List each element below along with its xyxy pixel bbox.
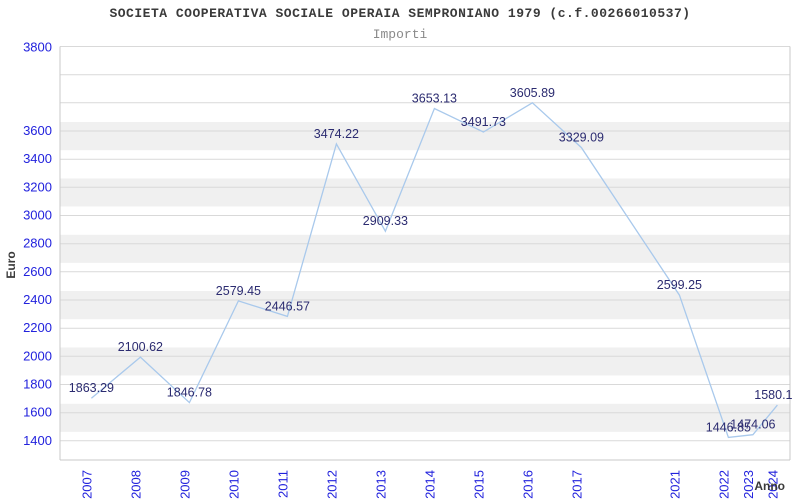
svg-text:2008: 2008 [128,470,143,499]
line-chart-svg: 1400 1600 1800 2000 2200 2400 2600 2800 … [0,0,800,500]
y-axis-label: Euro [4,251,18,278]
svg-text:3400: 3400 [23,151,52,166]
svg-text:3800: 3800 [23,40,52,55]
svg-text:1863.29: 1863.29 [69,381,114,395]
svg-text:2800: 2800 [23,236,52,251]
svg-text:3653.13: 3653.13 [412,92,457,106]
svg-text:2011: 2011 [275,470,290,498]
svg-text:2446.57: 2446.57 [265,299,310,313]
svg-text:1474.06: 1474.06 [730,418,775,432]
svg-text:3474.22: 3474.22 [314,127,359,141]
x-axis-label: Anno [754,479,785,493]
svg-text:3491.73: 3491.73 [461,115,506,129]
y-axis-ticks: 1400 1600 1800 2000 2200 2400 2600 2800 … [23,40,52,448]
svg-text:2014: 2014 [422,470,437,499]
svg-text:2200: 2200 [23,320,52,335]
svg-text:3600: 3600 [23,123,52,138]
svg-text:2579.45: 2579.45 [216,284,261,298]
svg-text:3200: 3200 [23,179,52,194]
svg-text:2015: 2015 [471,470,486,499]
svg-text:2599.25: 2599.25 [657,278,702,292]
svg-text:2600: 2600 [23,264,52,279]
svg-text:2013: 2013 [373,470,388,499]
svg-text:1400: 1400 [23,433,52,448]
svg-text:2909.33: 2909.33 [363,214,408,228]
svg-text:2400: 2400 [23,292,52,307]
svg-text:2009: 2009 [177,470,192,499]
svg-text:2016: 2016 [520,470,535,499]
svg-text:2100.62: 2100.62 [118,340,163,354]
svg-text:2010: 2010 [226,470,241,499]
svg-text:1580.1: 1580.1 [754,388,792,402]
chart-container: SOCIETA COOPERATIVA SOCIALE OPERAIA SEMP… [0,0,800,500]
svg-text:3605.89: 3605.89 [510,86,555,100]
svg-text:2021: 2021 [667,470,682,499]
svg-text:2007: 2007 [79,470,94,499]
x-axis-ticks: 2007 2008 2009 2010 2011 2012 2013 2014 … [79,470,780,499]
svg-text:1600: 1600 [23,405,52,420]
svg-text:2017: 2017 [569,470,584,499]
svg-text:3000: 3000 [23,208,52,223]
svg-text:2000: 2000 [23,348,52,363]
svg-text:3329.09: 3329.09 [559,131,604,145]
svg-text:1846.78: 1846.78 [167,386,212,400]
svg-text:1800: 1800 [23,377,52,392]
svg-text:2022: 2022 [716,470,731,499]
svg-text:2012: 2012 [324,470,339,499]
